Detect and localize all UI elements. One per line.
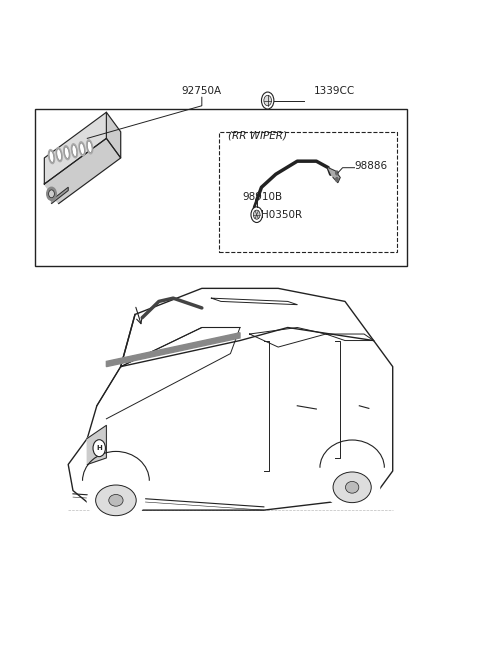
Ellipse shape (333, 472, 371, 502)
Circle shape (262, 92, 274, 109)
Text: H: H (96, 445, 102, 451)
Circle shape (335, 177, 339, 182)
Ellipse shape (324, 466, 380, 508)
Ellipse shape (96, 485, 136, 515)
Ellipse shape (72, 143, 77, 158)
Text: 98886: 98886 (355, 160, 388, 171)
Circle shape (48, 190, 54, 198)
Ellipse shape (49, 151, 54, 162)
Circle shape (47, 187, 56, 200)
Circle shape (335, 170, 339, 176)
Polygon shape (87, 425, 107, 464)
Ellipse shape (87, 141, 92, 153)
Circle shape (253, 210, 260, 219)
Bar (35, 109, 407, 265)
Text: H0350R: H0350R (262, 210, 302, 220)
Polygon shape (107, 333, 240, 367)
Ellipse shape (57, 149, 61, 160)
Polygon shape (44, 138, 120, 204)
Text: 92750A: 92750A (182, 86, 222, 96)
Circle shape (93, 440, 106, 457)
Ellipse shape (109, 495, 123, 506)
Polygon shape (44, 112, 107, 184)
Ellipse shape (56, 147, 62, 162)
Ellipse shape (346, 481, 359, 493)
Circle shape (264, 96, 272, 105)
Ellipse shape (79, 141, 85, 156)
Bar (218, 132, 397, 252)
Ellipse shape (64, 145, 70, 160)
Ellipse shape (72, 145, 77, 157)
Polygon shape (51, 187, 68, 204)
Circle shape (251, 207, 263, 223)
Ellipse shape (64, 147, 69, 159)
Text: 1339CC: 1339CC (314, 86, 355, 96)
Ellipse shape (48, 149, 55, 164)
Polygon shape (68, 328, 393, 510)
Ellipse shape (86, 140, 93, 154)
Polygon shape (328, 168, 340, 183)
Text: (RR WIPER): (RR WIPER) (228, 130, 287, 140)
Ellipse shape (80, 143, 84, 155)
Polygon shape (107, 112, 120, 158)
Text: 98910B: 98910B (242, 192, 283, 202)
Ellipse shape (87, 479, 144, 521)
